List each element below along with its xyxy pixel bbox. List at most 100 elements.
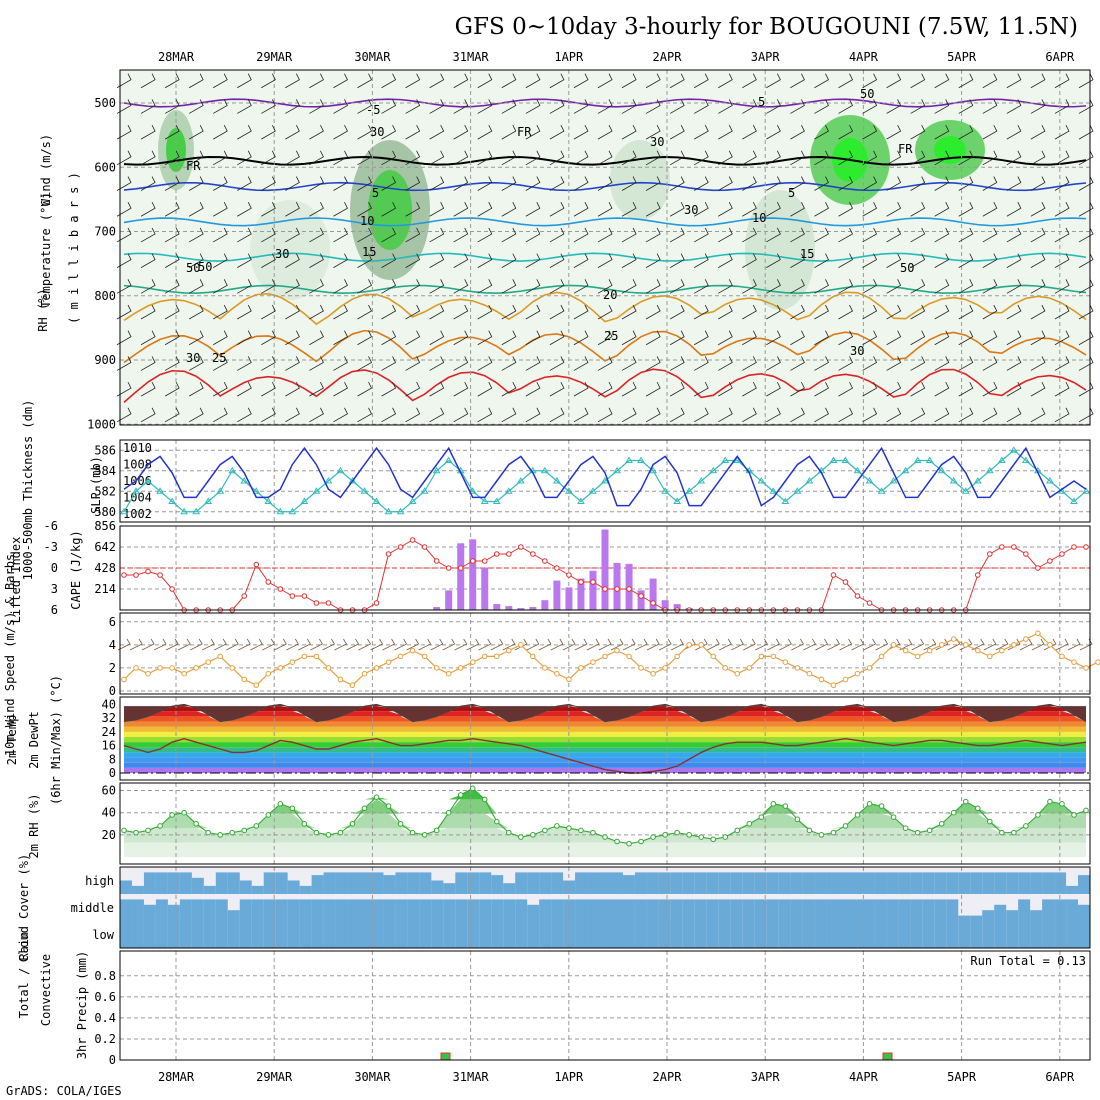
cloud-cell	[1066, 921, 1079, 948]
cloud-cell	[575, 921, 588, 948]
wind-barb-10m	[923, 638, 937, 651]
wind-barb	[140, 356, 156, 371]
wind-barb	[742, 381, 757, 397]
wind-barb-10m	[586, 638, 600, 651]
rh2m-line-point	[530, 832, 536, 838]
wind-barb	[285, 407, 300, 423]
temp-band	[124, 747, 1086, 753]
wind10-line-point	[1047, 642, 1053, 648]
wind-barb-10m	[129, 638, 143, 651]
cloud-cell	[1054, 899, 1067, 921]
cloud-cell	[670, 872, 684, 894]
wind10-line-point	[794, 665, 801, 671]
wind10-line-point	[878, 653, 885, 660]
thickness-line-point	[492, 497, 501, 504]
wind10-line-point	[578, 665, 584, 671]
contour-label: 30	[650, 135, 664, 149]
cloud-cell	[814, 899, 828, 921]
wind10-line-point	[157, 665, 163, 671]
wind-barb	[381, 381, 397, 397]
wind-barb	[886, 330, 902, 346]
rh-shade	[368, 170, 412, 250]
lifted-line-point	[313, 600, 320, 606]
cloud-cell	[874, 899, 887, 921]
wind-barb	[477, 279, 493, 294]
wind-barb	[621, 253, 637, 268]
wind10-line-point	[999, 647, 1005, 654]
wind-barb	[429, 279, 445, 294]
thickness-line-point	[757, 477, 766, 484]
cloud-cell	[551, 899, 564, 921]
thickness-line	[123, 449, 1087, 513]
wind-barb	[453, 176, 469, 191]
contour-label: FR	[517, 125, 532, 139]
wind10-line-point	[133, 665, 139, 671]
wind-barb	[477, 304, 493, 320]
wind-barb	[766, 176, 781, 191]
contour-label: 30	[275, 247, 289, 261]
wind-barb	[814, 176, 829, 191]
cloud-cell	[479, 899, 492, 921]
wind-barb-10m	[466, 638, 480, 651]
cloud-cell	[155, 872, 169, 894]
cloud-cell	[646, 899, 660, 921]
wind-barb	[573, 150, 589, 166]
wind-barb	[405, 99, 421, 114]
y-tick-label: 2	[109, 661, 116, 675]
wind-barb	[814, 227, 829, 243]
wind-barb	[261, 279, 276, 294]
wind-barb	[477, 150, 493, 166]
contour-label: 15	[362, 245, 376, 259]
cloud-cell	[263, 921, 277, 948]
wind-barb	[333, 356, 348, 371]
wind-barb	[525, 124, 541, 140]
thickness-line-point	[889, 477, 898, 484]
wind-barb	[188, 279, 204, 294]
thickness-line-point	[673, 497, 682, 504]
wind-barb-10m	[201, 638, 215, 651]
wind-barb	[164, 73, 180, 89]
wind-barb	[573, 227, 589, 243]
wind-barb	[213, 124, 228, 140]
wind-barb	[357, 381, 373, 397]
cloud-cell	[503, 883, 516, 894]
rh2m-line-point	[1023, 823, 1029, 829]
cloud-cell	[467, 872, 480, 894]
wind-barb	[525, 279, 541, 294]
wind-barb	[573, 330, 589, 346]
date-tick-label: 29MAR	[256, 50, 293, 64]
wind-barb	[164, 356, 180, 371]
wind-barb	[501, 253, 517, 268]
wind-barb	[838, 202, 854, 217]
wind-barb	[886, 253, 902, 268]
wind-barb	[573, 356, 589, 371]
cloud-cell	[814, 921, 828, 948]
wind-barb	[213, 176, 228, 191]
wind-barb	[1030, 381, 1046, 397]
wind-barb-10m	[851, 638, 865, 651]
cloud-cell	[539, 899, 552, 921]
wind-barb-10m	[310, 638, 323, 651]
wind-barb	[669, 356, 685, 371]
date-tick-label: 4APR	[849, 50, 879, 64]
wind10-line-point	[445, 670, 452, 677]
isotherm-line	[123, 217, 1087, 227]
cloud-cell-bg	[970, 894, 983, 921]
rh2m-line-point	[999, 829, 1005, 836]
wind-barb	[213, 304, 228, 320]
lifted-line-point	[999, 544, 1005, 550]
wind-barb	[116, 99, 132, 114]
thickness-line-point	[841, 456, 850, 463]
wind-barb	[862, 227, 878, 243]
wind10-line-point	[409, 647, 416, 654]
wind-barb	[309, 99, 324, 114]
lifted-line-point	[133, 572, 139, 578]
wind-barb	[357, 356, 373, 371]
cloud-cell	[203, 921, 217, 948]
wind10-line-point	[433, 665, 440, 671]
wind-barb	[742, 124, 757, 140]
wind-barb	[1006, 176, 1022, 191]
upper-air-frame	[119, 69, 1091, 426]
wind-barb-10m	[959, 638, 973, 651]
